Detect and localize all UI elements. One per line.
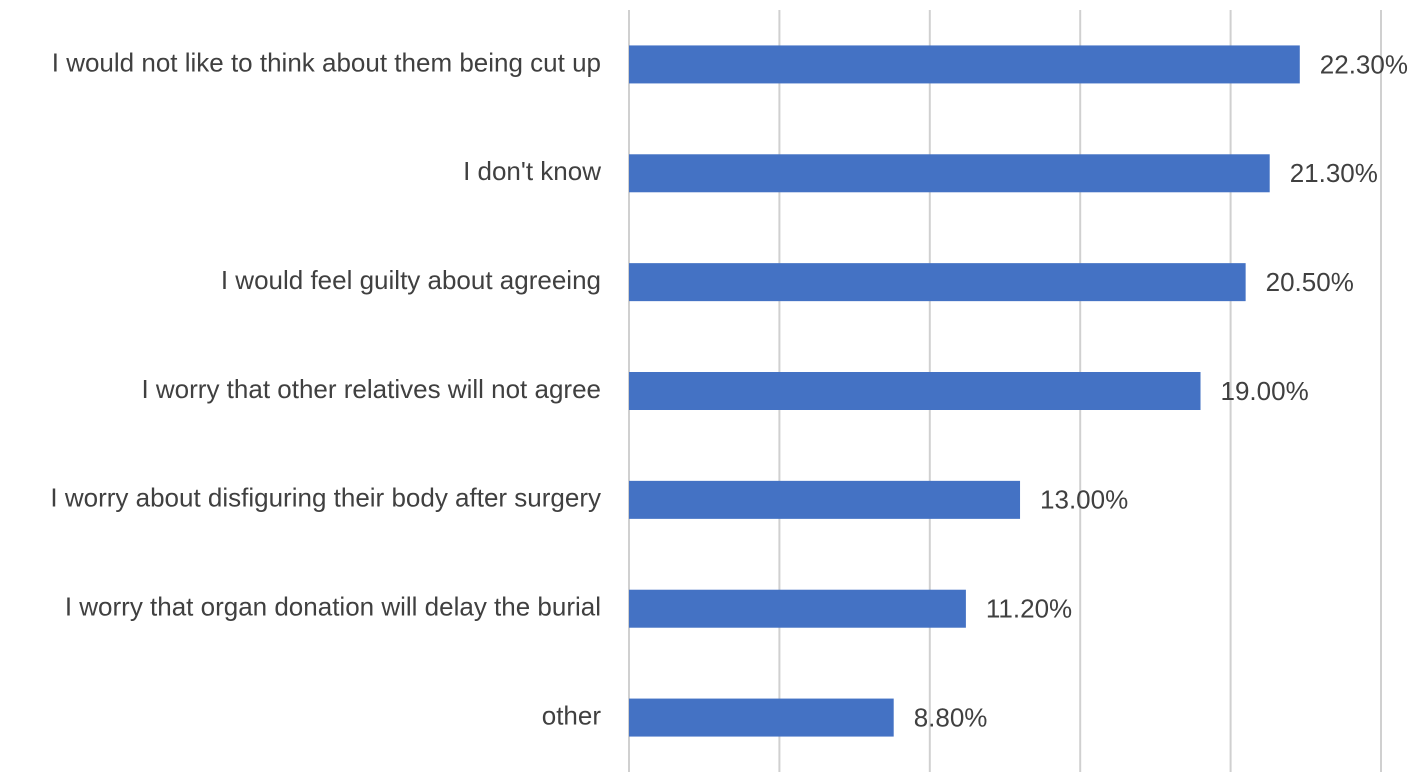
bar <box>629 698 894 737</box>
category-label: I would not like to think about them bei… <box>52 47 601 77</box>
bar <box>629 372 1201 410</box>
bar <box>629 480 1021 519</box>
bar <box>629 154 1270 193</box>
value-label: 22.30% <box>1320 49 1408 79</box>
value-label: 20.50% <box>1266 267 1354 297</box>
category-label: I worry that other relatives will not ag… <box>141 374 601 404</box>
category-label: I worry about disfiguring their body aft… <box>50 483 601 513</box>
category-label: I would feel guilty about agreeing <box>221 265 601 295</box>
category-label: other <box>542 700 602 730</box>
value-label: 13.00% <box>1040 485 1128 515</box>
value-label: 21.30% <box>1290 158 1378 188</box>
bar <box>629 45 1300 84</box>
value-label: 19.00% <box>1221 376 1309 406</box>
bar <box>629 589 966 628</box>
category-label: I don't know <box>463 156 601 186</box>
category-label: I worry that organ donation will delay t… <box>65 592 601 622</box>
value-label: 8.80% <box>914 702 988 732</box>
bar <box>629 263 1246 302</box>
value-label: 11.20% <box>986 594 1072 624</box>
